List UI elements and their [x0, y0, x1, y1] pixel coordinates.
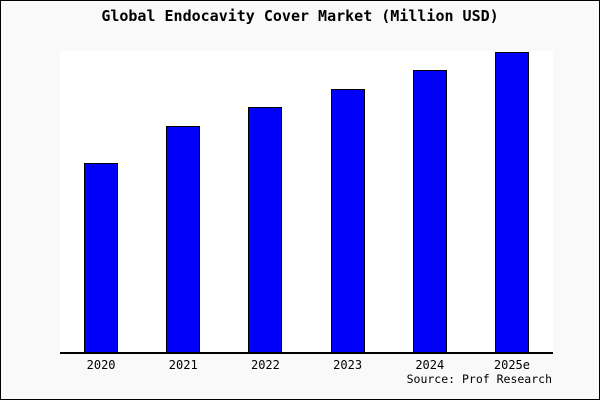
- plot-area: [60, 51, 553, 353]
- bar-col-2024: [389, 51, 471, 353]
- x-tick-label-2024: 2024: [415, 358, 445, 372]
- x-axis-line: [60, 352, 553, 354]
- bar-col-2020: [60, 51, 142, 353]
- bar-col-2021: [142, 51, 224, 353]
- bar-2022: [248, 107, 283, 353]
- bar-col-2025e: [471, 51, 553, 353]
- x-tick-label-2025e: 2025e: [493, 358, 530, 372]
- x-tick-label-2023: 2023: [333, 358, 363, 372]
- bar-col-2023: [307, 51, 389, 353]
- x-tick-label-2022: 2022: [250, 358, 280, 372]
- bar-2024: [412, 70, 447, 353]
- bar-2025e: [494, 52, 529, 353]
- source-note: Source: Prof Research: [406, 372, 552, 386]
- x-tick-label-2021: 2021: [168, 358, 198, 372]
- x-tick-label-2020: 2020: [86, 358, 116, 372]
- bars-row: [60, 51, 553, 353]
- bar-2021: [166, 126, 201, 353]
- tick-row: 2020 2021 2022 2023 2024 2025e: [60, 358, 553, 372]
- bar-2023: [330, 89, 365, 353]
- chart-title: Global Endocavity Cover Market (Million …: [101, 7, 499, 25]
- bar-col-2022: [224, 51, 306, 353]
- bar-2020: [84, 163, 119, 353]
